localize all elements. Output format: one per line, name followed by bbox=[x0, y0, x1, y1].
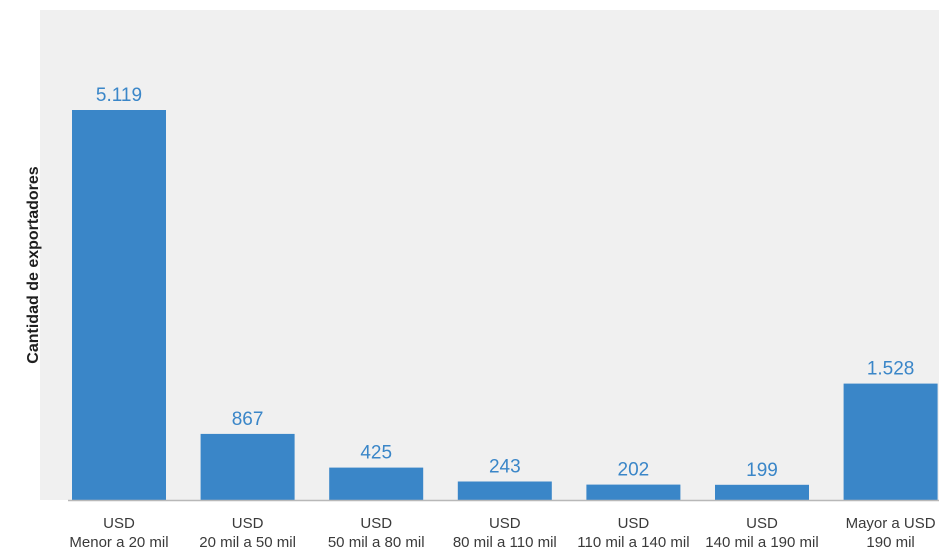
bar-6 bbox=[843, 383, 938, 500]
category-label-2-line-0: USD bbox=[360, 515, 392, 532]
category-label-5-line-1: 140 mil a 190 mil bbox=[705, 534, 818, 551]
category-label-3-line-0: USD bbox=[489, 515, 521, 532]
category-label-4-line-0: USD bbox=[618, 515, 650, 532]
plot-background bbox=[40, 10, 939, 500]
value-label-0: 5.119 bbox=[96, 85, 142, 106]
bar-3 bbox=[457, 481, 552, 500]
bar-1 bbox=[200, 433, 295, 500]
category-label-0-line-1: Menor a 20 mil bbox=[69, 534, 168, 551]
category-label-0-line-0: USD bbox=[103, 515, 135, 532]
category-label-1-line-0: USD bbox=[232, 515, 264, 532]
bar-2 bbox=[329, 467, 424, 500]
bar-4 bbox=[586, 484, 681, 500]
value-label-6: 1.528 bbox=[867, 359, 915, 380]
category-labels-group: USD Menor a 20 mil USD 20 mil a 50 mil USD 50… bbox=[69, 515, 935, 551]
category-label-6-line-0: Mayor a USD bbox=[846, 515, 936, 532]
value-label-2: 425 bbox=[360, 443, 392, 464]
value-labels-group: 5.119 867 425 243 202 199 1.528 bbox=[96, 85, 914, 481]
bar-0 bbox=[72, 110, 166, 500]
category-label-6-line-1: 190 mil bbox=[866, 534, 914, 551]
category-label-2-line-1: 50 mil a 80 mil bbox=[328, 534, 425, 551]
category-label-4-line-1: 110 mil a 140 mil bbox=[577, 534, 689, 551]
bars-group bbox=[72, 110, 938, 500]
bar-5 bbox=[715, 484, 809, 500]
value-label-5: 199 bbox=[746, 460, 778, 481]
category-label-3-line-1: 80 mil a 110 mil bbox=[453, 534, 557, 551]
value-label-3: 243 bbox=[489, 457, 521, 478]
y-axis-title: Cantidad de exportadores bbox=[25, 166, 42, 363]
value-label-1: 867 bbox=[232, 409, 264, 430]
value-label-4: 202 bbox=[618, 460, 650, 481]
category-label-1-line-1: 20 mil a 50 mil bbox=[199, 534, 296, 551]
category-label-5-line-0: USD bbox=[746, 515, 778, 532]
